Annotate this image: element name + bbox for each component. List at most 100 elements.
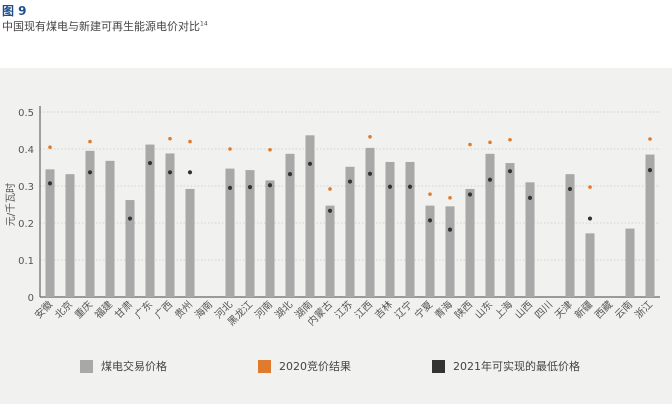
x-tick-label: 江苏 [332,298,355,321]
auction-point [588,185,592,189]
y-tick-label: 0.5 [18,108,34,119]
lowest-price-point [267,183,273,188]
lowest-price-point [187,170,193,175]
x-tick-label: 青海 [432,298,455,321]
lowest-price-point [327,208,333,213]
auction-point [368,134,372,139]
lowest-price-point [227,185,233,190]
lowest-price-point [487,177,493,182]
x-tick-label: 云南 [612,298,635,321]
x-tick-label: 重庆 [72,298,95,321]
auction-point [648,137,652,141]
lowest-price-point [527,195,533,200]
bar [505,163,515,297]
auction-point [468,142,472,147]
lowest-price-point [467,192,473,197]
x-tick-label: 福建 [92,298,115,321]
bar [265,180,275,297]
auction-point [428,192,432,196]
x-tick-label: 上海 [492,298,515,321]
bar [445,206,455,297]
lowest-price-point [567,186,573,192]
legend-label-2021-lowest: 2021年可实现的最低价格 [453,360,580,373]
x-tick-label: 山东 [472,298,495,321]
x-tick-label: 安徽 [32,298,55,321]
bar [245,170,255,297]
lowest-price-point [247,185,253,190]
lowest-price-point [87,170,93,175]
lowest-price-point [587,216,593,221]
x-tick-label: 吉林 [372,298,395,321]
x-tick-label: 陕西 [452,298,475,321]
x-tick-label: 北京 [52,298,75,321]
lowest-price-point [427,218,433,223]
legend-item-2020-auction: 2020竞价结果 [258,358,351,374]
bar [465,188,475,297]
lowest-price-point [647,167,653,173]
bar [45,169,55,297]
lowest-price-point [127,216,133,221]
auction-point [188,139,192,144]
bar [85,150,95,297]
bar [305,135,315,297]
lowest-price-point [507,169,513,174]
legend-swatch-coal-price [80,359,93,373]
x-tick-label: 天津 [552,299,575,322]
lowest-price-point [407,184,413,189]
legend-swatch-2020-auction [258,359,271,373]
x-tick-label: 西藏 [592,299,615,322]
x-tick-label: 贵州 [172,298,195,321]
legend-swatch-2021-lowest [432,359,445,373]
bar [585,233,595,297]
x-tick-label: 甘肃 [112,298,135,321]
lowest-price-point [287,172,293,177]
bar [365,147,375,297]
x-tick-label: 宁夏 [412,298,435,321]
bar [565,174,575,297]
y-tick-label: 0 [28,293,34,304]
auction-point [268,147,272,152]
figure-title-reference: 14 [200,20,208,28]
lowest-price-point [447,227,453,232]
x-tick-label: 河南 [252,298,275,321]
bar [385,161,395,297]
figure-label: 图 9 [2,4,27,18]
bar [145,144,155,297]
y-tick-label: 0.4 [18,145,34,156]
bar [65,174,75,297]
figure-title-text: 中国现有煤电与新建可再生能源电价对比 [2,20,200,33]
bar [485,153,495,297]
bar [525,182,535,297]
y-axis-label: 元/千瓦时 [5,183,17,226]
y-tick-label: 0.3 [18,182,34,193]
lowest-price-point [307,161,313,166]
x-tick-label: 四川 [533,299,555,321]
bar [285,153,295,297]
x-tick-label: 江西 [352,299,375,322]
auction-point [88,139,92,144]
bar [645,154,655,297]
bar [225,168,235,297]
legend-item-coal-price: 煤电交易价格 [80,358,167,374]
figure-header: 图 9 中国现有煤电与新建可再生能源电价对比14 [0,0,672,68]
lowest-price-point [387,184,393,189]
bar [125,200,135,297]
bar [345,166,355,297]
legend-item-2021-lowest: 2021年可实现的最低价格 [432,358,580,374]
x-tick-label: 山西 [512,299,535,322]
lowest-price-point [47,181,53,186]
x-tick-label: 新疆 [572,298,595,321]
legend-label-coal-price: 煤电交易价格 [101,360,167,373]
bar [625,228,635,297]
lowest-price-point [167,170,173,175]
auction-point [168,136,172,141]
lowest-price-point [147,160,153,166]
y-tick-label: 0.2 [18,219,34,230]
bar [425,205,435,297]
auction-point [228,147,232,151]
x-tick-label: 广西 [152,299,175,322]
chart-legend: 煤电交易价格 2020竞价结果 2021年可实现的最低价格 [0,358,672,374]
x-tick-label: 辽宁 [392,298,415,321]
auction-point [508,137,512,142]
